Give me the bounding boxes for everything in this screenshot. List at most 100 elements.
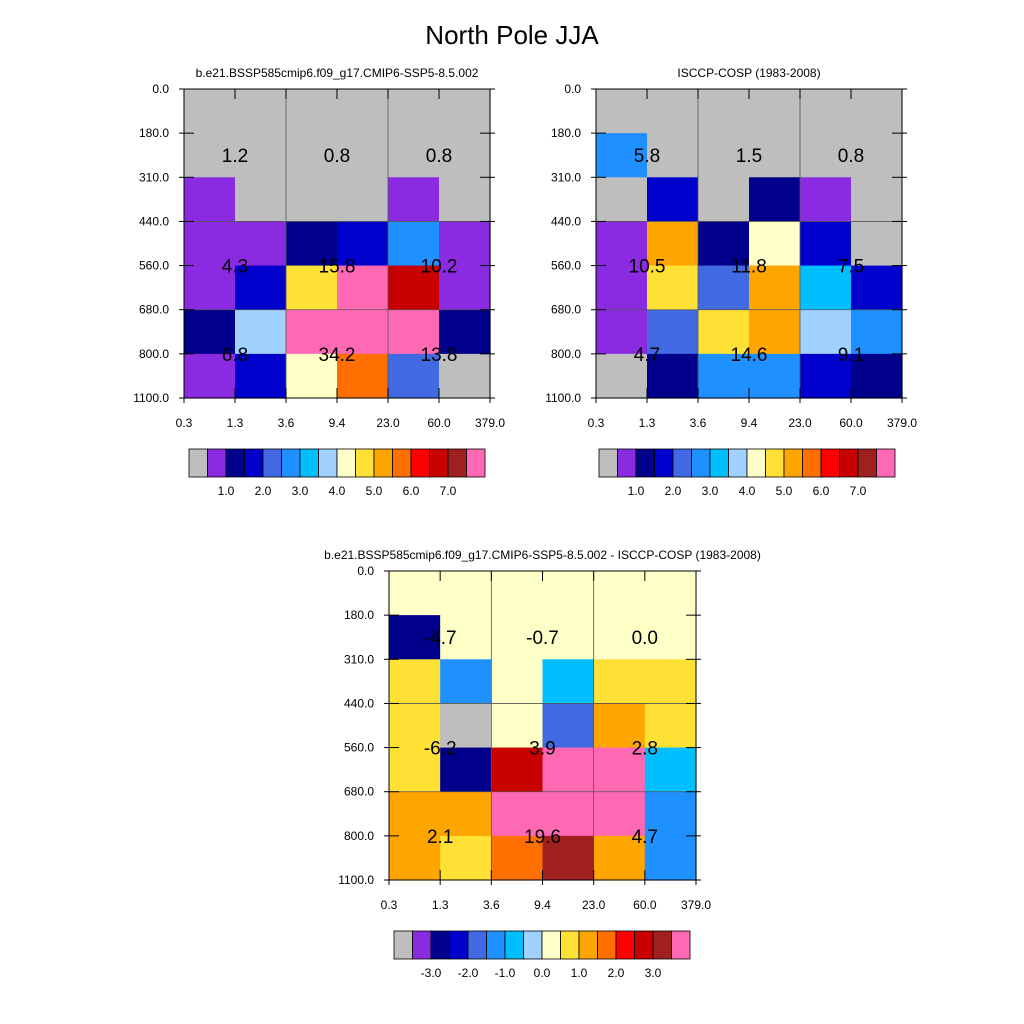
heatmap-cell	[647, 265, 699, 311]
heatmap-cell	[286, 309, 338, 355]
heatmap-cell	[235, 177, 287, 223]
block-value-label: -4.7	[424, 628, 457, 649]
y-tick-label: 0.0	[152, 82, 169, 96]
panel-title: b.e21.BSSP585cmip6.f09_g17.CMIP6-SSP5-8.…	[196, 66, 479, 80]
heatmap-cell	[647, 221, 699, 267]
colorbar-swatch	[802, 448, 822, 478]
heatmap-cell	[596, 265, 648, 311]
colorbar-label: 3.0	[645, 966, 662, 980]
heatmap-cell	[800, 177, 852, 223]
block-value-label: 6.8	[222, 345, 248, 366]
heatmap-cell	[644, 703, 697, 749]
heatmap-cell	[596, 353, 648, 399]
heatmap-cell	[593, 703, 646, 749]
x-tick-label: 23.0	[582, 898, 606, 912]
block-value-label: 1.2	[222, 146, 248, 167]
block-value-label: 0.8	[426, 146, 452, 167]
heatmap-cell	[749, 221, 801, 267]
heatmap-cell	[596, 309, 648, 355]
block-value-label: 14.6	[731, 345, 768, 366]
heatmap-cell	[286, 89, 338, 134]
colorbar-swatch	[504, 930, 524, 960]
x-tick-label: 1.3	[227, 416, 244, 430]
colorbar-swatch	[523, 930, 543, 960]
heatmap-cell	[800, 309, 852, 355]
heatmap-cell	[235, 133, 287, 178]
heatmap-cell	[698, 353, 750, 399]
heatmap-cell	[388, 133, 440, 178]
block-value-label: 2.1	[427, 827, 453, 848]
heatmap-cell	[491, 615, 544, 660]
heatmap-cell	[439, 133, 491, 178]
heatmap-cell	[749, 309, 801, 355]
colorbar-label: 7.0	[850, 484, 867, 498]
colorbar-swatch	[486, 930, 506, 960]
heatmap-cell	[644, 659, 697, 705]
x-tick-label: 1.3	[639, 416, 656, 430]
colorbar-2: 1.0 2.0 3.0 4.0 5.0 6.0 7.0	[598, 448, 896, 498]
colorbar-label: 4.0	[739, 484, 756, 498]
colorbar-swatch	[765, 448, 785, 478]
colorbar-swatch	[746, 448, 766, 478]
colorbar-swatch	[429, 448, 449, 478]
heatmap-cell	[439, 177, 491, 223]
colorbar-swatch	[410, 448, 430, 478]
heatmap-cell	[851, 221, 903, 267]
colorbar-label: 6.0	[403, 484, 420, 498]
heatmap-cell	[851, 309, 903, 355]
colorbar-label: 1.0	[218, 484, 235, 498]
heatmap-cell	[286, 177, 338, 223]
heatmap-cell	[491, 747, 544, 793]
colorbar-swatch	[654, 448, 674, 478]
colorbar-swatch	[598, 448, 618, 478]
heatmap-cell	[235, 353, 287, 399]
heatmap-cell	[596, 89, 648, 134]
colorbar-swatch	[281, 448, 301, 478]
heatmap-cell	[389, 659, 441, 705]
colorbar-swatch	[783, 448, 803, 478]
colorbar-swatch	[207, 448, 227, 478]
heatmap-cell	[439, 221, 491, 267]
heatmap-cell	[388, 265, 440, 311]
colorbar-swatch	[336, 448, 356, 478]
colorbar-swatch	[412, 930, 432, 960]
block-value-label: 0.8	[838, 146, 864, 167]
heatmap-cell	[542, 791, 595, 837]
heatmap-panel-3: b.e21.BSSP585cmip6.f09_g17.CMIP6-SSP5-8.…	[324, 548, 761, 912]
block-value-label: 4.7	[632, 827, 658, 848]
block-value-label: -0.7	[526, 628, 559, 649]
y-tick-label: 680.0	[344, 785, 374, 799]
heatmap-cell	[491, 659, 544, 705]
heatmap-cell	[542, 615, 595, 660]
heatmap-cell	[389, 571, 441, 616]
x-tick-label: 9.4	[534, 898, 551, 912]
heatmap-cell	[389, 615, 441, 660]
heatmap-cell	[698, 265, 750, 311]
heatmap-cell	[644, 835, 697, 881]
heatmap-cell	[440, 835, 492, 881]
colorbar-swatch	[541, 930, 561, 960]
x-tick-label: 3.6	[690, 416, 707, 430]
colorbar-swatch	[373, 448, 393, 478]
colorbar-swatch	[393, 930, 413, 960]
heatmap-cell	[542, 747, 595, 793]
y-tick-label: 560.0	[344, 741, 374, 755]
colorbar-swatch	[318, 448, 338, 478]
heatmap-cell	[337, 177, 389, 223]
block-value-label: 9.1	[838, 345, 864, 366]
heatmap-cell	[491, 571, 544, 616]
colorbar-1: 1.0 2.0 3.0 4.0 5.0 6.0 7.0	[188, 448, 486, 498]
colorbar-swatch	[467, 930, 487, 960]
y-tick-label: 180.0	[139, 126, 169, 140]
heatmap-cell	[593, 571, 646, 616]
colorbar-swatch	[652, 930, 672, 960]
colorbar-label: -2.0	[458, 966, 479, 980]
colorbar-label: 5.0	[776, 484, 793, 498]
block-value-label: 10.2	[421, 257, 458, 278]
heatmap-cell	[184, 353, 236, 399]
y-tick-label: 440.0	[344, 696, 374, 710]
colorbar-swatch	[188, 448, 208, 478]
colorbar-swatch	[597, 930, 617, 960]
heatmap-cell	[491, 791, 544, 837]
colorbar-swatch	[634, 930, 654, 960]
